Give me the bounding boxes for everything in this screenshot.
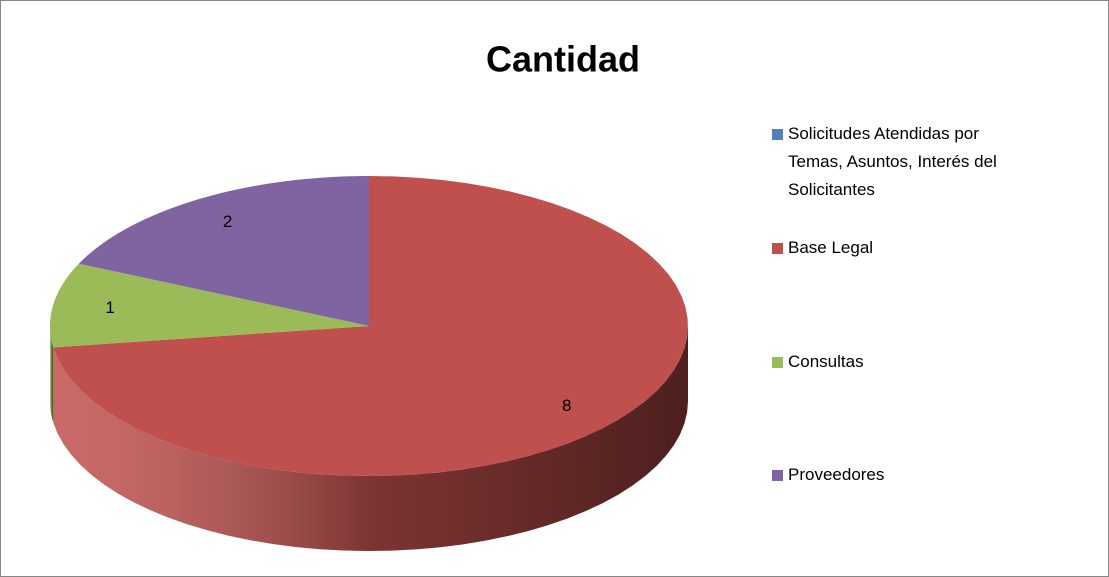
data-label: 8 (562, 396, 571, 415)
legend-item: Base Legal (772, 234, 1022, 262)
pie-slice (50, 263, 369, 348)
data-label: 2 (223, 212, 232, 231)
legend-item: Consultas (772, 348, 1022, 376)
legend-label: Consultas (788, 352, 864, 371)
legend-swatch (772, 357, 783, 368)
pie-slice (78, 176, 369, 326)
pie-slice (53, 176, 688, 476)
legend-swatch (772, 470, 783, 481)
legend-swatch (772, 129, 783, 140)
pie-side-shade (53, 326, 689, 551)
legend-item: Proveedores (772, 461, 1022, 489)
legend-label: Base Legal (788, 238, 874, 257)
legend-label: Proveedores (788, 465, 885, 484)
pie-side-shade (50, 326, 54, 423)
data-label: 1 (105, 298, 114, 317)
chart-title: Cantidad (486, 39, 640, 80)
legend-item: Solicitudes Atendidas por Temas, Asuntos… (772, 120, 1022, 204)
legend-label: Solicitudes Atendidas por Temas, Asuntos… (788, 124, 997, 199)
legend-swatch (772, 243, 783, 254)
